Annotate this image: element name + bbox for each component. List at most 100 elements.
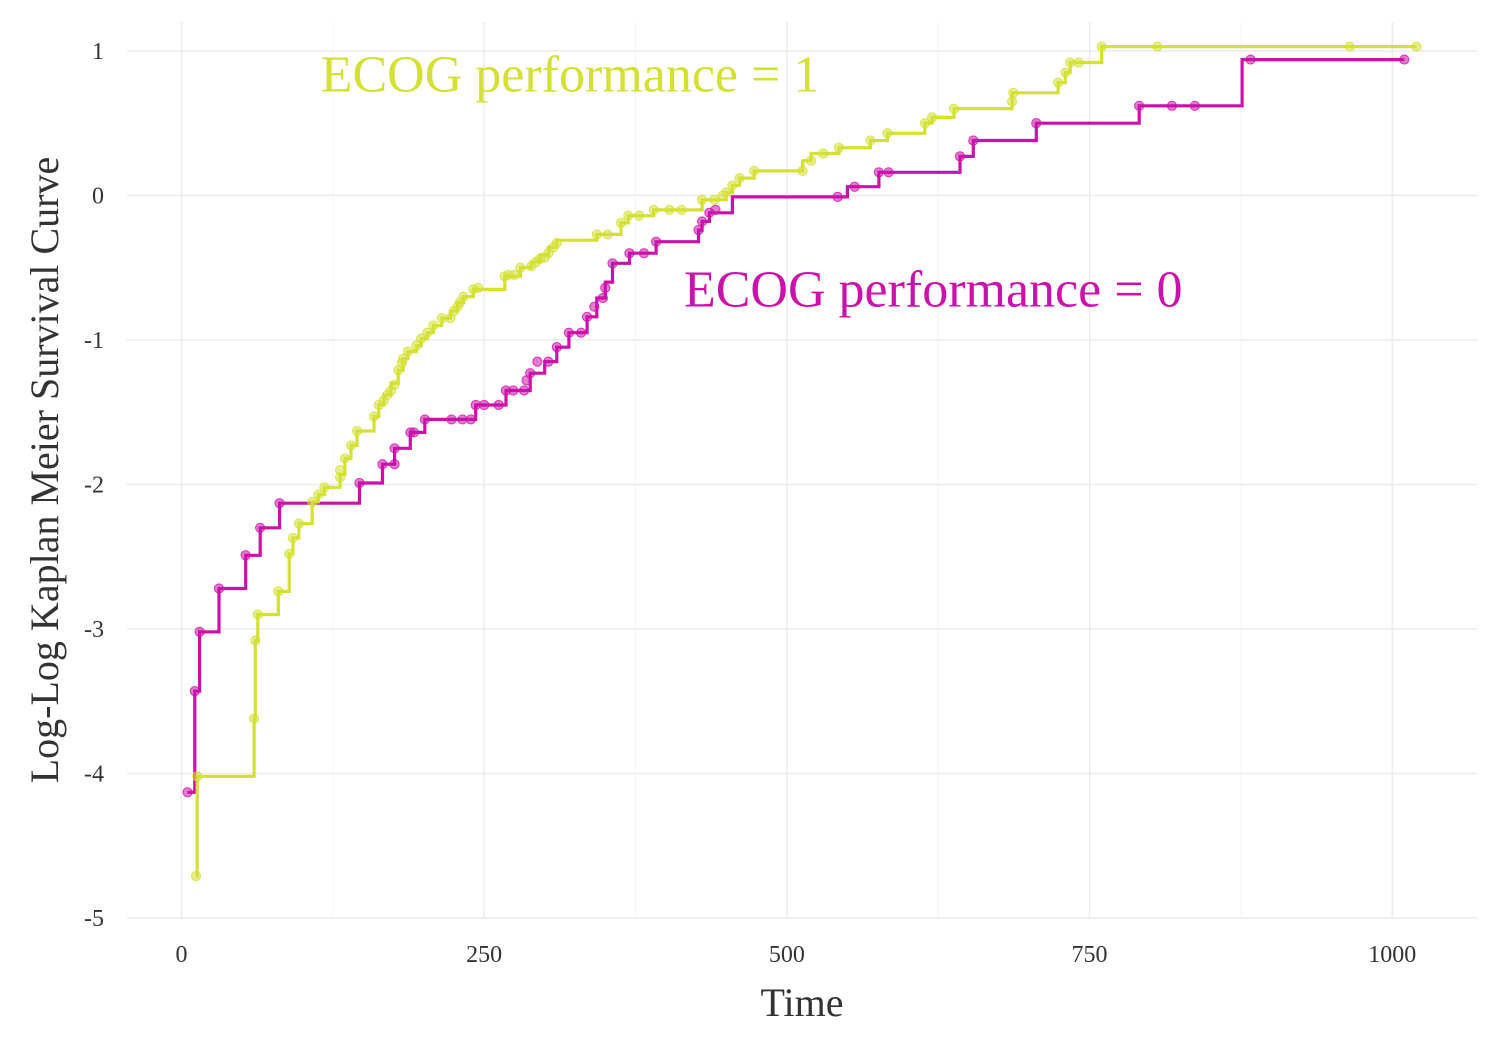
censor-point	[575, 327, 587, 338]
y-tick-label: 0	[92, 183, 104, 209]
censor-point	[948, 103, 960, 114]
censor-point	[368, 411, 380, 422]
censor-point	[508, 385, 519, 396]
censor-point	[389, 459, 400, 470]
series-label: ECOG performance = 0	[684, 262, 1183, 319]
censor-point	[634, 210, 645, 221]
censor-point	[339, 453, 351, 464]
x-tick-label: 1000	[1368, 942, 1416, 968]
censor-point	[1189, 100, 1200, 111]
censor-point	[543, 356, 554, 367]
censor-point	[422, 327, 433, 338]
x-tick-label: 500	[769, 942, 805, 968]
censor-point	[428, 320, 439, 331]
censor-point	[416, 333, 427, 344]
censor-point	[623, 210, 634, 221]
censor-point	[411, 340, 422, 351]
x-tick-label: 250	[466, 942, 502, 968]
censor-point	[882, 128, 893, 139]
censor-point	[194, 626, 205, 637]
censor-point	[1411, 41, 1422, 52]
censor-point	[615, 217, 627, 228]
y-tick-label: -3	[84, 617, 104, 643]
censor-point	[351, 425, 363, 437]
x-tick-label: 0	[175, 942, 187, 968]
censor-point	[818, 148, 829, 159]
censor-point	[734, 172, 745, 184]
censor-point	[563, 327, 575, 338]
censor-point	[465, 414, 476, 425]
censor-point	[515, 262, 526, 273]
censor-point	[307, 496, 318, 507]
censor-point	[602, 229, 613, 240]
censor-point	[797, 165, 808, 176]
series-1	[190, 41, 1422, 882]
censor-point	[648, 204, 659, 215]
censor-point	[551, 342, 562, 353]
censor-point	[1031, 118, 1042, 129]
censor-point	[865, 135, 876, 146]
annotation-layer: ECOG performance = 1 ECOG performance = 0	[321, 46, 1183, 318]
censor-point	[954, 151, 966, 162]
censor-point	[470, 399, 481, 411]
censor-point	[519, 385, 530, 396]
censor-point	[189, 686, 200, 697]
censor-point	[710, 204, 721, 215]
censor-point	[1073, 57, 1084, 68]
censor-point	[493, 399, 504, 411]
censor-point	[334, 464, 346, 476]
x-axis-title: Time	[760, 980, 843, 1025]
censor-point	[532, 356, 543, 367]
censor-point	[274, 498, 285, 509]
censor-point	[833, 142, 845, 153]
censor-point	[849, 181, 860, 192]
series-0	[182, 54, 1410, 798]
censor-point	[581, 311, 593, 322]
censor-point	[1399, 54, 1410, 65]
censor-point	[873, 167, 884, 178]
censor-point	[697, 194, 708, 205]
censor-point	[419, 414, 430, 425]
censor-point	[458, 291, 469, 302]
censor-point	[287, 532, 298, 544]
censor-point	[509, 269, 520, 281]
censor-point	[250, 635, 261, 646]
censor-point	[693, 225, 704, 236]
censor-point	[1344, 41, 1355, 52]
censor-point	[1052, 77, 1064, 88]
y-tick-label: -5	[84, 906, 104, 932]
censor-point	[354, 477, 365, 489]
censor-point	[676, 204, 687, 215]
censor-point	[255, 522, 266, 533]
censor-point	[624, 248, 635, 259]
censor-point	[213, 583, 225, 594]
censor-point	[446, 414, 457, 425]
censor-point	[697, 216, 708, 227]
censor-point	[664, 204, 675, 215]
censor-point	[345, 440, 357, 451]
censor-point	[182, 787, 193, 798]
censor-point	[551, 238, 562, 249]
y-tick-label: -2	[84, 472, 104, 498]
censor-point	[397, 353, 409, 364]
censor-point	[749, 165, 760, 176]
censor-point	[805, 155, 817, 166]
censor-point	[402, 346, 413, 357]
y-tick-label: -4	[84, 761, 104, 787]
censor-point	[651, 236, 662, 247]
grid	[127, 22, 1477, 919]
censor-point	[1065, 57, 1076, 68]
censor-point	[252, 609, 263, 620]
censor-point	[1245, 54, 1256, 65]
censor-point	[473, 282, 484, 294]
censor-point	[589, 301, 600, 312]
censor-point	[597, 292, 608, 304]
censor-point	[919, 118, 930, 129]
censor-point	[457, 414, 468, 425]
censor-point	[968, 135, 979, 146]
censor-point	[436, 313, 447, 324]
censor-point	[190, 870, 202, 882]
censor-point	[319, 482, 330, 493]
censor-point	[273, 586, 284, 597]
